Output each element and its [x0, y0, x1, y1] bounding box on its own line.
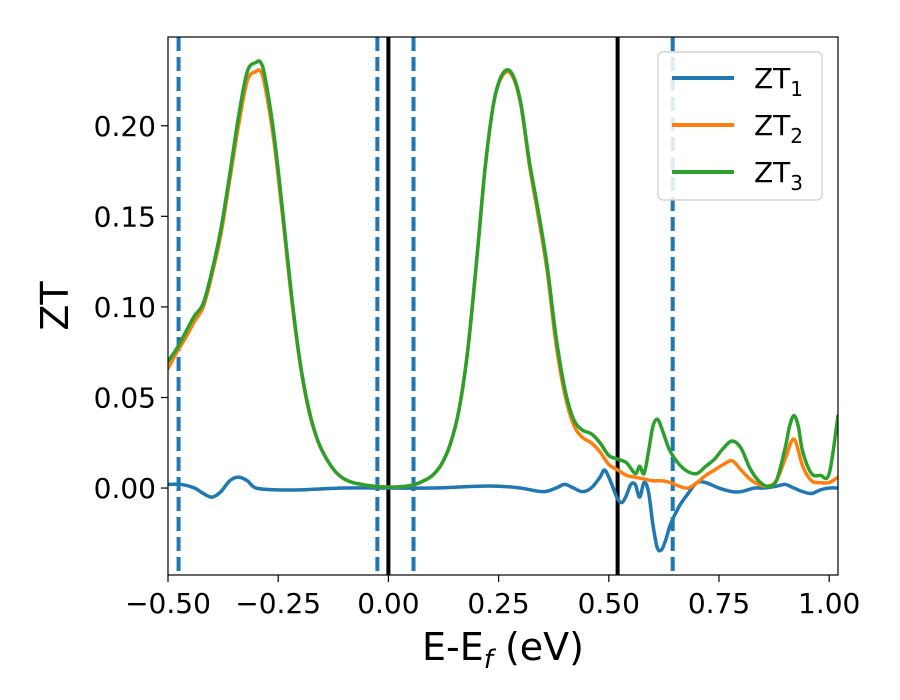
x-tick-label: 0.75 [688, 587, 750, 620]
plot-frame [167, 36, 839, 576]
x-tick-label: 1.00 [798, 587, 860, 620]
x-tick-label: −0.50 [125, 587, 211, 620]
x-axis-label: E-Ef (eV) [422, 625, 584, 675]
x-tick-label: 0.25 [467, 587, 529, 620]
x-axis-ticks: −0.50 −0.25 0.00 0.25 0.50 0.75 1.00 [125, 575, 860, 620]
legend-label-zt1: ZT1 [754, 62, 803, 101]
series-line-zt3 [168, 59, 838, 489]
x-tick-label: −0.25 [235, 587, 321, 620]
reference-lines [176, 37, 675, 575]
legend-label-zt3: ZT3 [754, 156, 803, 195]
y-tick-label: 0.15 [94, 200, 156, 233]
series-line-zt1 [168, 468, 838, 553]
y-tick-label: 0.00 [94, 472, 156, 505]
series-lines [168, 59, 838, 553]
y-axis-ticks: 0.00 0.05 0.10 0.15 0.20 [94, 110, 168, 505]
y-tick-label: 0.20 [94, 110, 156, 143]
y-tick-label: 0.05 [94, 381, 156, 414]
x-tick-label: 0.00 [357, 587, 419, 620]
legend: ZT1 ZT2 ZT3 [657, 51, 823, 201]
y-tick-label: 0.10 [94, 291, 156, 324]
legend-box [657, 51, 823, 201]
x-tick-label: 0.50 [578, 587, 640, 620]
y-axis-label: ZT [33, 281, 77, 331]
legend-label-zt2: ZT2 [754, 109, 803, 148]
